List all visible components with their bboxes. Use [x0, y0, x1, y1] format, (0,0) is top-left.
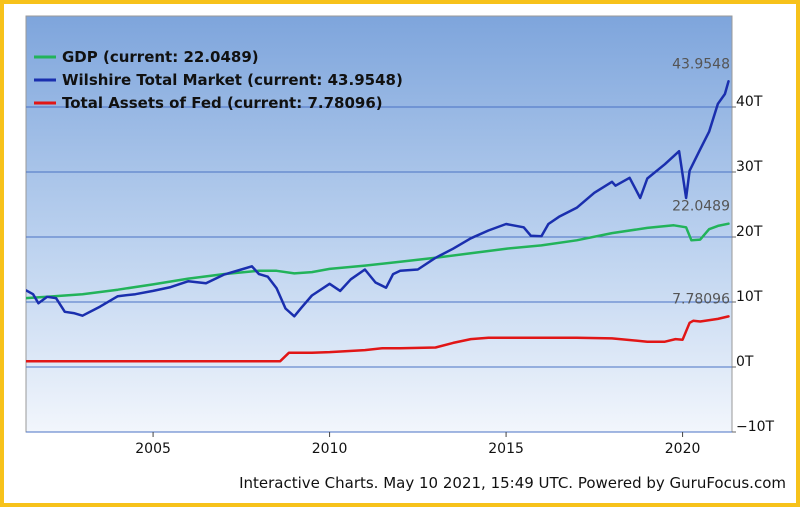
y-tick-label: 0T	[736, 354, 754, 370]
chart-svg: −10T 0T 10T 20T 30T 40T 2005 2010 2015 2020 22.0…	[25, 15, 775, 457]
series-line-wilshire-total-market	[26, 80, 730, 318]
x-tick-label: 2005	[135, 441, 171, 457]
legend-label-wilshire-total-market: Wilshire Total Market (current: 43.9548)	[62, 71, 403, 89]
legend-label-gdp: GDP (current: 22.0489)	[62, 48, 259, 66]
current-value-label-total-assets-of-fed: 7.78096	[672, 291, 730, 307]
current-value-labels: 22.0489 43.9548 7.78096	[672, 56, 730, 307]
y-tick-label: 40T	[736, 94, 763, 110]
x-tick-label: 2015	[488, 441, 524, 457]
x-axis: 2005 2010 2015 2020	[135, 432, 700, 457]
y-tick-label: 30T	[736, 159, 763, 175]
series-layer	[26, 80, 730, 363]
current-value-label-gdp: 22.0489	[672, 199, 730, 215]
legend: GDP (current: 22.0489) Wilshire Total Mar…	[34, 48, 403, 112]
gridlines	[26, 106, 732, 433]
footer-credit: Interactive Charts. May 10 2021, 15:49 U…	[239, 474, 786, 492]
y-axis: −10T 0T 10T 20T 30T 40T	[732, 94, 775, 435]
plot-area	[25, 15, 733, 433]
y-tick-label: 20T	[736, 224, 763, 240]
series-line-total-assets-of-fed	[26, 315, 730, 363]
x-tick-label: 2020	[665, 441, 701, 457]
y-tick-label: −10T	[736, 419, 775, 435]
series-line-gdp	[26, 222, 730, 300]
current-value-label-wilshire-total-market: 43.9548	[672, 56, 730, 72]
legend-label-total-assets-of-fed: Total Assets of Fed (current: 7.78096)	[62, 94, 383, 112]
x-tick-label: 2010	[312, 441, 348, 457]
y-tick-label: 10T	[736, 289, 763, 305]
